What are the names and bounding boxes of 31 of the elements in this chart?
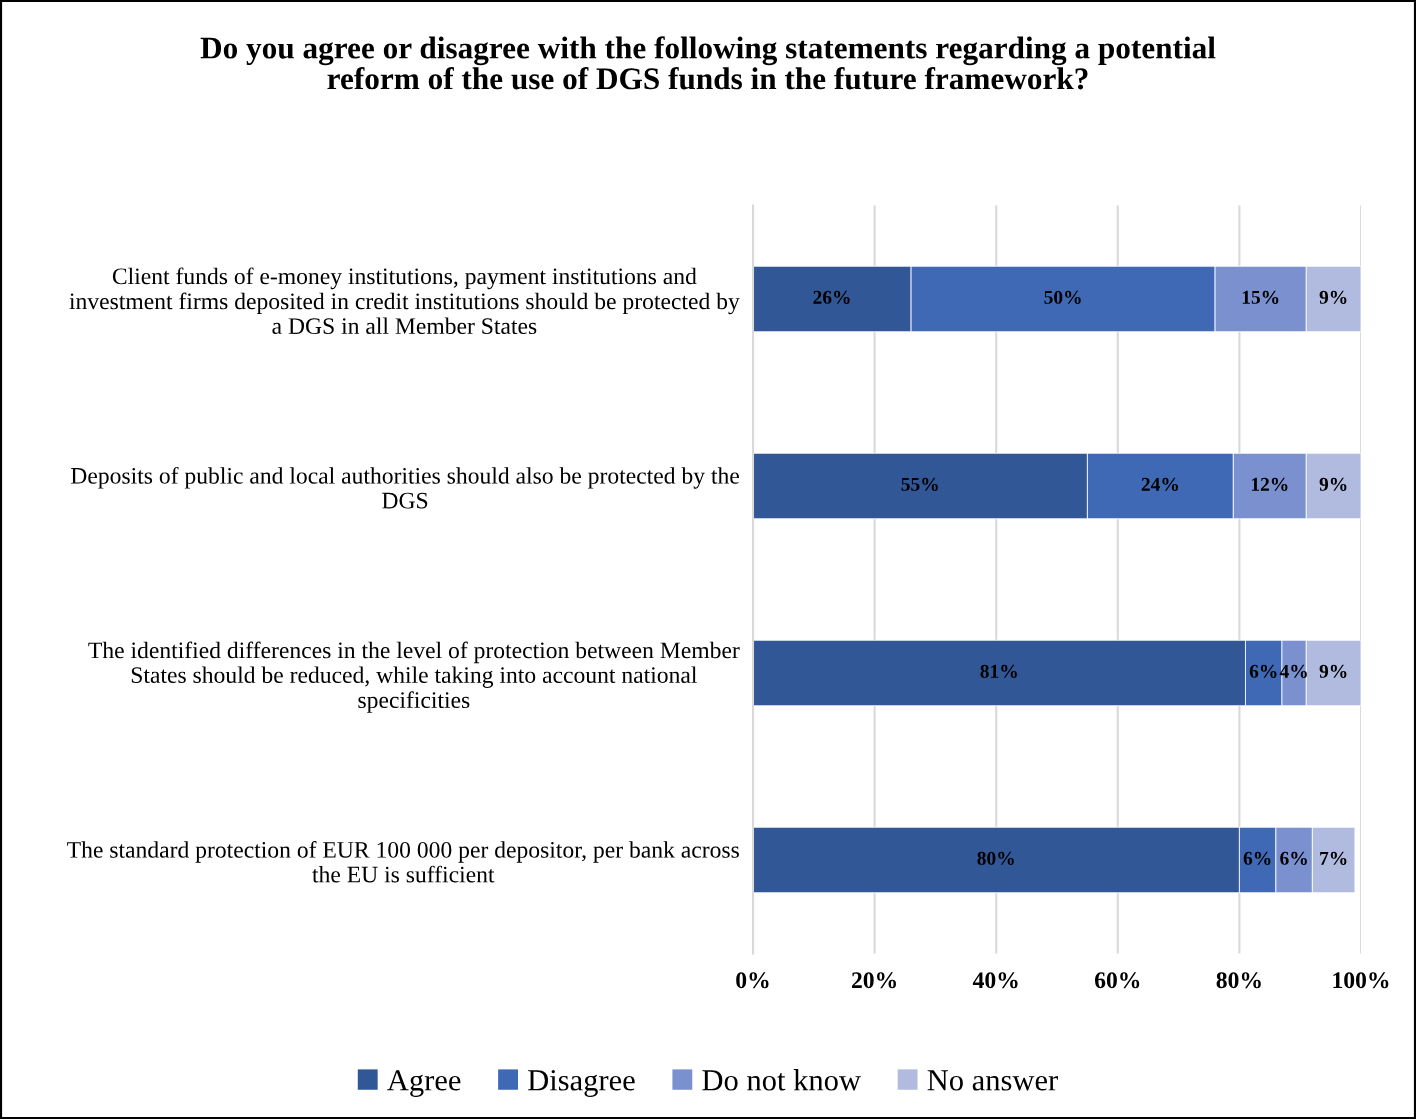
y-tick-label: Deposits of public and local authorities should also be protected by the DGS bbox=[70, 466, 739, 509]
data-label: 6% bbox=[1280, 851, 1307, 865]
y-tick-label: The identified differences in the level of protection between Member States should be reduced, while taking into account national specificities bbox=[88, 641, 740, 713]
x-tick-label: 60% bbox=[1095, 972, 1140, 989]
data-label: 81% bbox=[980, 664, 1017, 678]
chart-title: Do you agree or disagree with the following statements regarding a potential reform of the use of DGS funds in the future framework? bbox=[200, 36, 1216, 90]
data-label: 80% bbox=[977, 851, 1014, 865]
data-label: 7% bbox=[1320, 851, 1347, 865]
data-label: 6% bbox=[1249, 664, 1277, 678]
data-label: 26% bbox=[813, 290, 850, 304]
data-label: 50% bbox=[1044, 290, 1081, 304]
legend-label: No answer bbox=[927, 1070, 1058, 1091]
legend-label: Agree bbox=[387, 1070, 461, 1097]
y-tick-label: Client funds of e-money institutions, payment institutions and investment firms deposited in credit institutions should be protected by a DGS in all Member States bbox=[69, 267, 740, 335]
x-tick-label: 40% bbox=[972, 972, 1018, 989]
legend-label: Disagree bbox=[528, 1070, 635, 1097]
x-tick-label: 100% bbox=[1333, 972, 1389, 989]
data-label: 9% bbox=[1319, 290, 1347, 304]
x-tick-label: 0% bbox=[736, 972, 769, 989]
data-label: 9% bbox=[1319, 664, 1347, 678]
data-label: 4% bbox=[1279, 664, 1307, 678]
x-tick-label: 20% bbox=[851, 972, 896, 989]
data-label: 9% bbox=[1319, 477, 1347, 491]
data-label: 55% bbox=[901, 477, 938, 491]
data-label: 6% bbox=[1243, 851, 1271, 865]
data-label: 24% bbox=[1141, 477, 1178, 491]
data-label: 12% bbox=[1251, 477, 1288, 491]
legend-label: Do not know bbox=[702, 1069, 861, 1091]
data-label: 15% bbox=[1242, 290, 1279, 304]
y-tick-label: The standard protection of EUR 100 000 per depositor, per bank across the EU is sufficient bbox=[67, 840, 739, 883]
x-tick-label: 80% bbox=[1216, 972, 1261, 989]
